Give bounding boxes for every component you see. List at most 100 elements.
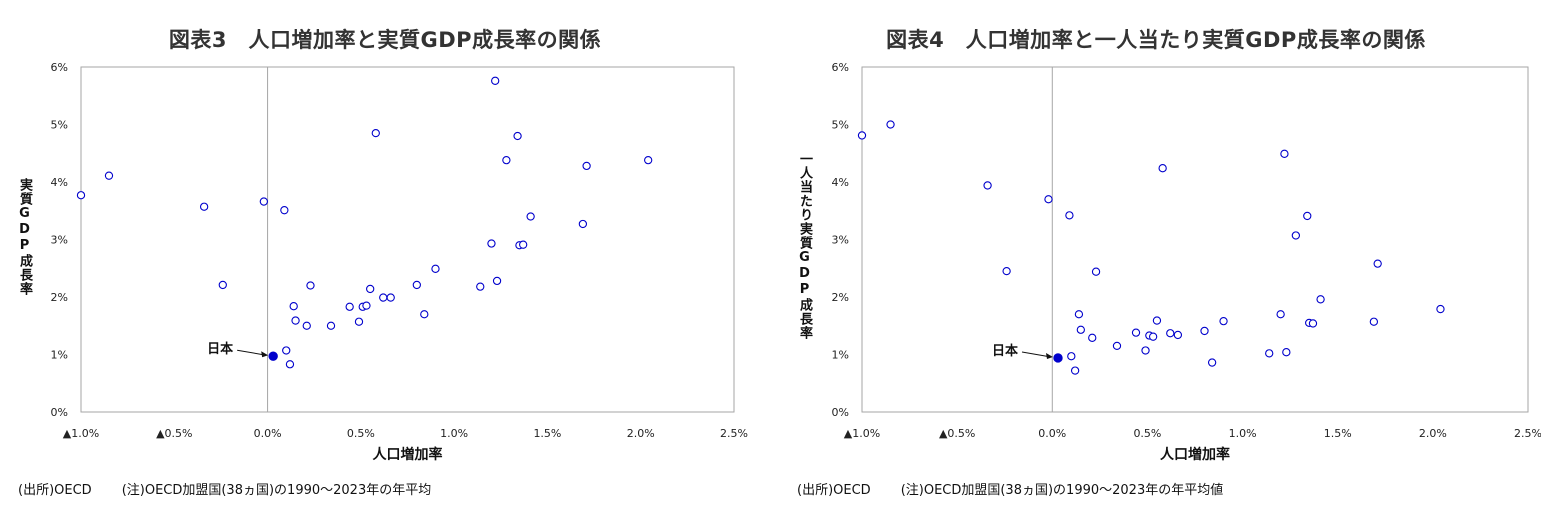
chart4-data-point [1436,304,1445,314]
chart4-y-tick-label: 3% [832,234,849,247]
chart4-data-point [857,131,867,140]
chart3-data-point [282,346,291,355]
chart3-y-tick-label: 5% [51,119,68,132]
chart4-data-point [886,120,895,129]
chart4-data-point [983,181,992,190]
chart4-data-point [1303,211,1312,221]
chart4-x-tick-label: 0.5% [1133,427,1161,440]
chart4-data-point [1308,319,1318,328]
chart3-plot: 0% 1% 2% 3% 4% 5% 6% ▲1.0% ▲0.5% 0.0% 0.5% 1.0% 1.5%… [51,61,748,463]
chart3-data-point [491,76,500,85]
chart4-plot-frame [861,66,1529,413]
chart3-data-point [76,191,86,200]
chart4-data-point [1158,164,1167,173]
chart4-y-tick-label: 1% [832,349,849,362]
chart4-highlight-label: 日本 [992,343,1018,359]
chart3-y-tick-label: 0% [51,406,68,419]
chart4-x-tick-label: 0.0% [1038,427,1066,440]
chart3-title: 図表3 人口増加率と実質GDP成長率の関係 [168,28,602,52]
chart3-x-tick-label: 0.0% [254,427,282,440]
chart4-x-tick-label: ▲0.5% [939,427,975,440]
chart4-footnote: (出所)OECD (注)OECD加盟国(38ヵ国)の1990～2023年の年平均値 [797,479,1223,498]
chart4-data-point [1166,329,1175,338]
chart4-x-tick-label: 1.5% [1324,427,1352,440]
chart4-y-tick-label: 5% [832,119,849,132]
chart4-data-point [1141,346,1150,355]
chart4-panel: 図表4 人口増加率と一人当たり実質GDP成長率の関係 一人当たり実質GDP成長率… [771,0,1541,530]
chart4-data-point [1200,326,1209,336]
chart3-data-point [476,282,485,291]
chart4-data-point [1131,328,1141,337]
chart3-data-point [582,161,591,171]
chart3-data-point [492,276,502,286]
chart3-data-point [345,302,354,311]
chart3-data-point [513,131,522,141]
chart4-data-point [1002,266,1011,276]
chart4-data-point [1044,195,1053,204]
chart3-data-point [431,264,440,273]
chart3-note: (注)OECD加盟国(38ヵ国)の1990～2023年の年平均 [121,483,432,498]
chart3-data-point [379,293,388,302]
chart3-highlight-label: 日本 [207,341,233,357]
chart3-data-point [644,155,653,165]
chart4-data-point [1152,316,1162,325]
chart3-source: (出所)OECD [18,483,92,498]
chart3-data-point [291,316,300,325]
chart4-data-point [1070,366,1080,375]
chart3-x-axis-label: 人口増加率 [373,446,443,463]
chart4-data-point [1091,267,1101,276]
chart3-y-tick-label: 3% [51,234,68,247]
chart4-highlight-arrowhead [1045,352,1053,359]
chart3-data-point [386,293,395,302]
chart3-data-point [199,202,209,211]
chart4-data-point [1112,341,1122,351]
chart4-y-tick-label: 2% [832,291,849,304]
chart3-data-point [354,317,364,326]
chart4-note: (注)OECD加盟国(38ヵ国)の1990～2023年の年平均値 [900,483,1224,498]
chart3-highlight-arrow [237,349,267,356]
chart4-data-point [1088,333,1097,342]
chart4-data-point [1316,295,1325,304]
chart3-x-tick-label: 2.0% [627,427,655,440]
chart4-x-tick-label: 2.5% [1514,427,1541,440]
chart3-y-tick-label: 1% [51,349,68,362]
chart4-y-tick-label: 0% [832,406,849,419]
chart3-data-point [362,301,371,310]
chart4-data-point [1265,349,1274,358]
chart3-highlight-arrowhead [261,351,269,358]
chart4-y-tick-label: 4% [832,176,849,189]
chart4-highlight-point-japan [1053,353,1063,363]
chart4-data-point [1074,310,1084,319]
chart3-data-point [519,240,528,249]
chart3-data-point [302,321,311,330]
chart4-data-point [1067,352,1076,361]
chart4-data-point [1280,149,1289,158]
chart4-data-point [1369,317,1379,326]
chart3-footnote: (出所)OECD (注)OECD加盟国(38ヵ国)の1990～2023年の年平均 [18,479,431,498]
chart3-data-point [578,219,588,229]
chart3-x-tick-label: ▲1.0% [63,427,99,440]
chart3-data-point [526,212,535,221]
chart3-data-point [259,197,268,206]
chart3-y-tick-label: 4% [51,176,68,189]
chart3-data-point [487,239,496,248]
chart3-data-point [285,360,295,369]
chart4-plot: 0% 1% 2% 3% 4% 5% 6% ▲1.0% ▲0.5% 0.0% 0.5% 1.0% 1.5%… [832,61,1541,463]
chart3-data-point [289,302,298,311]
chart3-x-tick-label: 1.0% [440,427,468,440]
chart3-x-tick-label: 1.5% [533,427,561,440]
chart3-data-point [502,155,511,165]
chart4-data-point [1276,310,1285,319]
chart4-x-tick-label: ▲1.0% [844,427,880,440]
chart4-y-axis-label: 一人当たり実質GDP成長率 [797,152,812,340]
chart3-data-point [218,280,227,290]
chart3-x-tick-label: 0.5% [347,427,375,440]
chart4-source: (出所)OECD [797,483,871,498]
chart3-data-point [420,310,429,319]
chart3-plot-frame [80,66,735,413]
chart3-data-point [412,280,421,290]
chart4-x-tick-label: 2.0% [1419,427,1447,440]
chart3-data-point [366,284,375,294]
chart3-data-point [280,206,289,215]
chart4-x-tick-label: 1.0% [1229,427,1257,440]
